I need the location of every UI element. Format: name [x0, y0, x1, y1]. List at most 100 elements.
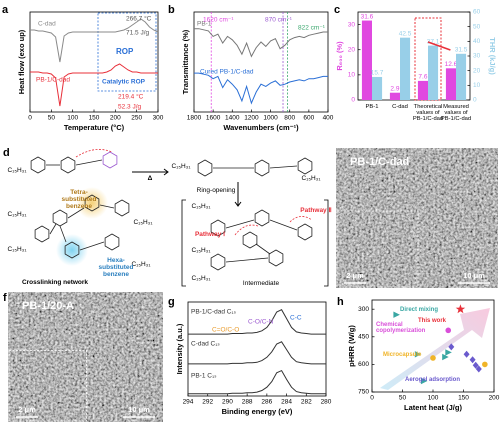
bar [417, 80, 428, 100]
scatter-point [430, 355, 436, 361]
series-label: Microcapsule [383, 352, 422, 358]
benzene-ring [210, 219, 226, 237]
line-series [194, 72, 328, 105]
benzene-ring [254, 159, 270, 177]
x-tick-label: 1000 [263, 115, 278, 122]
x-tick-label: 200 [489, 395, 500, 402]
series-label: PB-1/C-dad [36, 77, 70, 84]
bar-value-label: 37.1 [427, 38, 440, 45]
x-axis-label: Binding energy (eV) [222, 407, 293, 416]
plot-frame [193, 11, 329, 113]
x-tick-label: 600 [303, 115, 314, 122]
x-tick-label: PB-1 [365, 104, 379, 110]
series-label: C-dad [38, 21, 56, 28]
series-label: This work [418, 318, 447, 324]
x-tick-label: Theoretical values of PB-1/C-dad [412, 104, 444, 123]
panel-label: a [2, 4, 9, 16]
bar-value-label: 12.6 [445, 61, 458, 68]
scale-bar-label: 10 μm [463, 271, 485, 280]
benzene-ring [210, 253, 226, 271]
x-tick-label: 100 [67, 115, 78, 122]
scatter-point [442, 353, 449, 361]
bond [255, 243, 271, 255]
bond [75, 159, 103, 166]
scale-bar-label: 10 μm [128, 405, 150, 414]
x-tick-label: 150 [458, 395, 469, 402]
y2-tick-label: 0 [473, 97, 477, 104]
scheme-label: Pathway Ⅰ [194, 231, 226, 238]
annotation: 266.7 °C [126, 15, 152, 23]
annotation: C=O/C-O [212, 327, 239, 334]
glow [56, 234, 88, 266]
image-title: PB-1/20-A [22, 300, 74, 312]
bond [67, 207, 85, 219]
scatter-point [475, 365, 482, 373]
y-axis-label: Transmittance (%) [181, 29, 190, 94]
x-axis-label: Latent heat (J/g) [404, 403, 462, 412]
y2-axis-label: THR (kJ/g) [488, 37, 497, 75]
benzene-ring [30, 156, 46, 174]
bar-value-label: 31.5 [455, 47, 468, 54]
annotation: 52.3 J/g [118, 104, 142, 111]
x-tick-label: 50 [48, 115, 56, 122]
plot-frame [187, 301, 327, 397]
x-tick-label: 100 [428, 395, 439, 402]
inset-box [8, 350, 87, 422]
annotation: 870 cm⁻¹ [265, 17, 293, 24]
series-label: Cured PB-1/C-dad [200, 69, 254, 76]
benzene-ring [254, 209, 270, 227]
inset-box [336, 210, 419, 288]
bar-value-label: 2.9 [390, 85, 399, 92]
scheme-label: C₁₅H₃₁ [133, 219, 153, 226]
trend-band [380, 308, 490, 390]
series-label: C-dad C₁ₛ [191, 341, 220, 348]
panel-label: f [3, 292, 7, 304]
line-series [188, 369, 326, 395]
scatter-point [414, 351, 422, 358]
benzene-ring [297, 223, 313, 241]
bar-value-label: 42.5 [399, 30, 412, 37]
x-axis-label: Temperature (°C) [64, 123, 125, 132]
scheme-label: C₁₅H₃₁ [7, 167, 27, 174]
scatter-point [482, 361, 488, 368]
electron-arrow [234, 224, 259, 236]
line-series [30, 18, 159, 63]
glow [76, 187, 108, 219]
bar-value-label: 7.6 [418, 74, 427, 81]
scheme-label: C₁₅H₃₁ [131, 261, 151, 268]
annotation: C-O/C-N [248, 319, 274, 326]
annotation: 822 cm⁻¹ [298, 25, 326, 32]
bar [400, 37, 411, 100]
series-label: PB-1/C-dad C₁ₛ [191, 309, 237, 316]
panel-label: g [168, 296, 175, 308]
x-axis-label: Wavenumbers (cm⁻¹) [223, 123, 299, 132]
panel-label: c [334, 4, 340, 16]
scatter-point [463, 350, 470, 358]
y2-tick-label: 60 [473, 9, 481, 16]
y-axis-label: Heat flow (exo up) [17, 29, 26, 94]
reaction-arrow [132, 168, 169, 176]
trend-arrow [427, 41, 451, 51]
x-tick-label: 0 [370, 395, 374, 402]
scheme-label: Tetra-substituted benzene [61, 189, 97, 210]
benzene-ring [52, 209, 68, 227]
benzene-ring [34, 225, 50, 243]
benzene-ring [114, 199, 130, 217]
scatter-point [393, 311, 400, 318]
y-tick-label: 30 [348, 21, 356, 28]
scatter-point [472, 361, 479, 369]
x-tick-label: 288 [242, 399, 253, 406]
scheme-label: C₁₅H₃₁ [7, 211, 27, 218]
scatter-point [420, 377, 428, 385]
bond [269, 219, 298, 231]
line-series [188, 309, 326, 335]
benzene-ring [297, 157, 313, 175]
panel-label: d [3, 147, 10, 159]
scatter-point [469, 356, 476, 364]
series-label: Direct mixing [400, 307, 439, 313]
benzene-ring [102, 151, 118, 169]
scale-bar-label: 2 μm [18, 405, 36, 414]
bar-value-label: 31.6 [361, 13, 374, 20]
